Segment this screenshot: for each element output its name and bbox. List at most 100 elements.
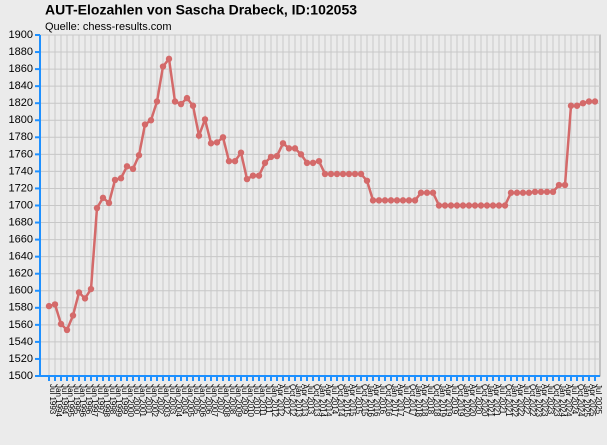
point [375, 197, 383, 204]
x-tick-label: Jul 2007 [216, 384, 225, 415]
y-tick-label: 1900 [9, 29, 33, 41]
point [591, 98, 599, 105]
x-tick-label: Oct 2024 [576, 384, 585, 417]
x-tick-label: Jan 2022 [510, 384, 519, 417]
x-tick-label: Jul 1996 [84, 384, 93, 415]
x-tick-label: Jul 2025 [594, 384, 603, 415]
point [285, 145, 293, 152]
y-tick-label: 1540 [9, 336, 33, 348]
x-tick-label: Apr 2016 [372, 384, 381, 417]
x-tick-label: Jan 2012 [270, 384, 279, 417]
point [441, 202, 449, 209]
x-tick-label: Jan 2014 [318, 384, 327, 417]
y-tick-label: 1600 [9, 285, 33, 297]
point [321, 170, 329, 178]
x-tick-label: Jul 2011 [264, 384, 273, 414]
point [153, 98, 161, 105]
point [363, 177, 371, 184]
point [303, 159, 311, 167]
x-tick-label: Jan 2002 [150, 384, 159, 417]
y-tick-label: 1680 [9, 216, 33, 228]
x-tick-label: Apr 2013 [300, 384, 309, 417]
point [459, 202, 467, 209]
x-tick-label: Jan 2013 [294, 384, 303, 417]
y-tick-label: 1520 [9, 353, 33, 365]
point [195, 132, 203, 139]
x-tick-label: Apr 2012 [276, 384, 285, 417]
x-tick-label: Jan 2001 [138, 384, 147, 417]
x-tick-label: Jul 2004 [180, 384, 189, 415]
point [237, 149, 245, 156]
point [93, 204, 101, 212]
point [171, 98, 179, 105]
x-tick-label: Jul 2022 [522, 384, 531, 415]
x-tick-label: Jul 2006 [204, 384, 213, 415]
x-tick-label: Jul 2005 [192, 384, 201, 415]
x-tick-label: Jan 2005 [186, 384, 195, 417]
point [111, 176, 119, 184]
x-tick-label: Jul 2017 [402, 384, 411, 415]
point [495, 202, 503, 209]
y-tick-label: 1760 [9, 148, 33, 160]
y-tick-label: 1700 [9, 199, 33, 211]
x-tick-label: Apr 2019 [444, 384, 453, 417]
point [243, 175, 251, 183]
x-tick-label: Jul 2018 [426, 384, 435, 415]
y-tick-label: 1860 [9, 63, 33, 75]
x-tick-label: Oct 2018 [432, 384, 441, 417]
x-tick-label: Jan 2017 [390, 384, 399, 417]
point [477, 202, 485, 209]
x-tick-label: Jul 1993 [48, 384, 57, 415]
point [57, 320, 65, 328]
point [465, 202, 473, 209]
x-tick-label: Jul 1997 [96, 384, 105, 415]
y-tick-label: 1620 [9, 268, 33, 280]
x-tick-label: Jul 1998 [108, 384, 117, 415]
point [423, 189, 431, 196]
x-tick-label: Jan 2008 [222, 384, 231, 417]
x-tick-label: Jan 2010 [246, 384, 255, 417]
point [261, 159, 269, 167]
chart-subtitle: Quelle: chess-results.com [45, 21, 172, 33]
x-tick-label: Jan 2003 [162, 384, 171, 417]
point [291, 145, 299, 152]
x-tick-label: Jan 2016 [366, 384, 375, 417]
x-tick-label: Jul 1994 [60, 384, 69, 415]
point [381, 197, 389, 204]
point [585, 98, 593, 105]
x-tick-label: Jan 2021 [486, 384, 495, 417]
y-tick-label: 1640 [9, 251, 33, 263]
y-tick-label: 1720 [9, 182, 33, 194]
point [555, 181, 563, 189]
x-tick-label: Apr 2017 [396, 384, 405, 417]
point [207, 140, 215, 147]
x-tick-label: Jan 1997 [90, 384, 99, 417]
point [129, 165, 137, 173]
x-tick-label: Jul 2002 [156, 384, 165, 415]
point [273, 152, 281, 160]
point [117, 175, 125, 182]
point [573, 102, 581, 109]
x-tick-label: Jan 2000 [126, 384, 135, 417]
point [501, 202, 509, 209]
point [339, 170, 347, 178]
x-tick-label: Jan 1996 [78, 384, 87, 417]
x-tick-label: Jul 1995 [72, 384, 81, 415]
point [123, 163, 131, 170]
x-tick-label: Jul 2009 [240, 384, 249, 415]
x-tick-label: Apr 2024 [564, 384, 573, 417]
x-tick-label: Jan 2025 [582, 384, 591, 417]
point [543, 188, 551, 196]
x-tick-label: Apr 2015 [348, 384, 357, 417]
point [255, 172, 263, 179]
x-tick-label: Jul 2001 [144, 384, 153, 415]
x-tick-label: Jan 1994 [54, 384, 63, 417]
chart-title: AUT-Elozahlen von Sascha Drabeck, ID:102… [45, 2, 357, 18]
point [135, 152, 143, 159]
point [519, 189, 527, 196]
x-tick-label: Jul 2008 [228, 384, 237, 415]
x-tick-label: Jan 2009 [234, 384, 243, 417]
y-tick-label: 1500 [9, 370, 33, 382]
x-tick-label: Oct 2021 [504, 384, 513, 417]
